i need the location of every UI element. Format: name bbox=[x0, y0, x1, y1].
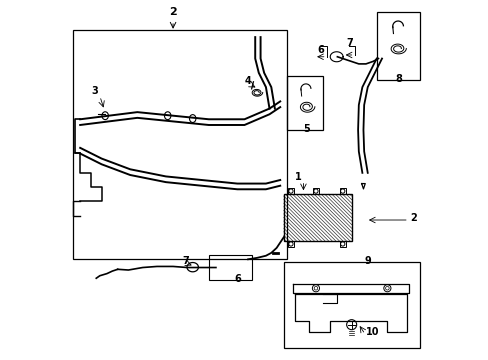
Text: 8: 8 bbox=[395, 74, 402, 84]
Text: 6: 6 bbox=[317, 45, 324, 55]
Text: 4: 4 bbox=[244, 76, 251, 86]
Text: 5: 5 bbox=[303, 124, 310, 134]
Bar bbox=[283, 262, 419, 348]
Bar bbox=[208, 255, 251, 280]
Text: 10: 10 bbox=[365, 327, 379, 337]
Bar bbox=[339, 241, 345, 247]
Bar bbox=[283, 194, 351, 241]
Text: 3: 3 bbox=[91, 86, 98, 96]
Bar bbox=[287, 76, 323, 130]
Text: 7: 7 bbox=[182, 256, 189, 266]
Bar bbox=[287, 241, 293, 247]
Text: 2: 2 bbox=[410, 213, 416, 223]
Bar bbox=[287, 188, 293, 194]
Text: 1: 1 bbox=[294, 172, 301, 182]
Bar bbox=[376, 12, 419, 80]
Bar bbox=[73, 30, 287, 258]
Text: 6: 6 bbox=[233, 274, 240, 284]
Text: 2: 2 bbox=[169, 8, 177, 18]
Bar bbox=[339, 188, 345, 194]
Text: 7: 7 bbox=[346, 38, 352, 48]
Bar bbox=[312, 188, 318, 194]
Text: 9: 9 bbox=[364, 256, 370, 266]
